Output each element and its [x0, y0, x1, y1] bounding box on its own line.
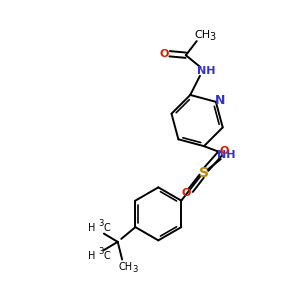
Text: N: N: [215, 94, 226, 107]
Text: 3: 3: [98, 219, 104, 228]
Text: H: H: [88, 251, 96, 261]
Text: O: O: [220, 146, 229, 156]
Text: NH: NH: [197, 66, 216, 76]
Text: 3: 3: [132, 265, 137, 274]
Text: C: C: [104, 251, 111, 261]
Text: NH: NH: [217, 150, 235, 160]
Text: 3: 3: [98, 247, 104, 256]
Text: 3: 3: [209, 32, 215, 42]
Text: CH: CH: [194, 30, 210, 40]
Text: CH: CH: [118, 262, 132, 272]
Text: O: O: [182, 188, 191, 198]
Text: O: O: [159, 49, 168, 59]
Text: H: H: [88, 223, 96, 233]
Text: S: S: [199, 166, 209, 180]
Text: C: C: [104, 223, 111, 233]
